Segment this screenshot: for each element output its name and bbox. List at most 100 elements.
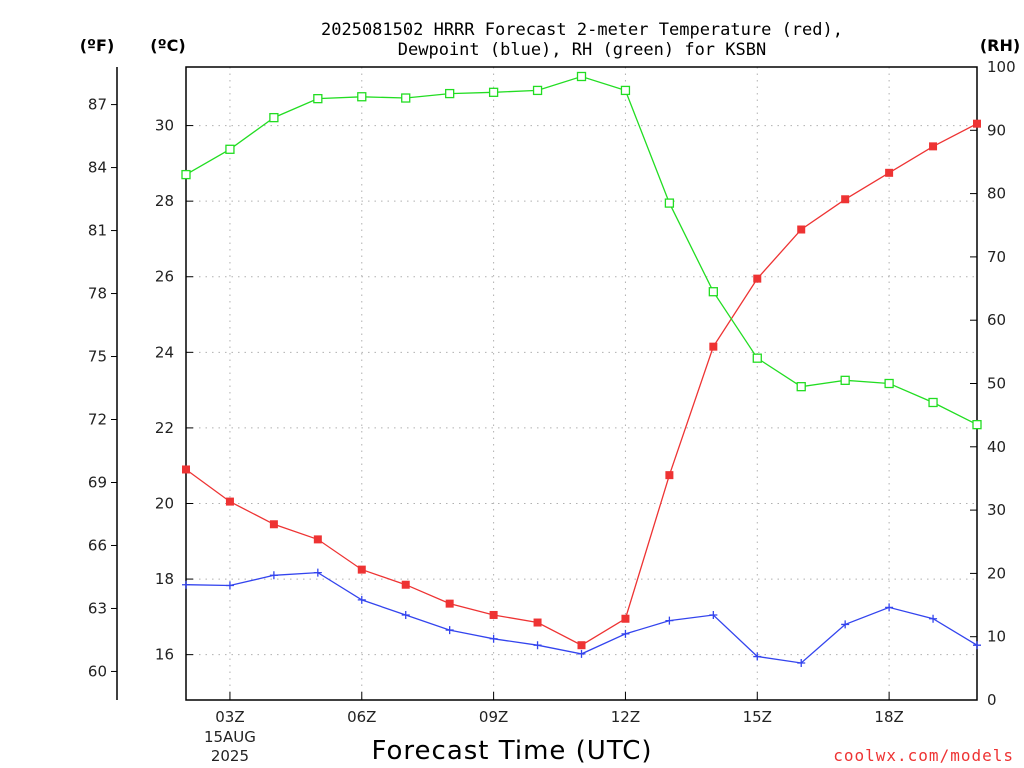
- data-point: [532, 85, 543, 96]
- fahrenheit-tick-label: 72: [88, 411, 107, 429]
- rh-tick-label: 90: [987, 121, 1006, 139]
- data-point: [269, 520, 278, 529]
- celsius-tick-label: 26: [155, 268, 174, 286]
- plot-frame: [185, 66, 978, 701]
- x-tick-label: 12Z: [611, 708, 640, 726]
- fahrenheit-tick-label: 87: [88, 96, 107, 114]
- data-point: [752, 353, 762, 363]
- data-point: [841, 620, 850, 629]
- rh-tick-label: 60: [987, 311, 1006, 329]
- fahrenheit-tick-label: 60: [88, 662, 107, 680]
- data-point: [182, 465, 190, 474]
- x-tick-year-label: 2025: [211, 747, 249, 765]
- rh-tick-label: 80: [987, 185, 1006, 203]
- data-point: [401, 580, 410, 589]
- axes: [111, 66, 978, 701]
- data-point: [533, 641, 542, 650]
- data-point: [181, 169, 191, 180]
- data-point: [797, 225, 806, 234]
- series-2: [181, 71, 982, 430]
- data-point: [620, 85, 631, 96]
- x-axis-label: Forecast Time (UTC): [371, 736, 652, 766]
- series-line: [185, 123, 978, 646]
- rh-tick-label: 0: [987, 691, 997, 709]
- series-line: [185, 571, 978, 664]
- data-point: [445, 599, 454, 608]
- data-point: [797, 658, 806, 667]
- data-point: [225, 497, 234, 506]
- data-point: [269, 571, 278, 580]
- x-tick-label: 09Z: [479, 708, 508, 726]
- tick-labels: 16 18 20 22 24 26 28 30 60 63 66 69 72 75 78 81 84 87 0 10 2…: [88, 58, 1016, 765]
- celsius-unit-label: (ºC): [150, 36, 185, 55]
- data-point: [576, 71, 587, 82]
- data-point: [357, 595, 366, 604]
- data-point: [313, 568, 322, 577]
- celsius-tick-label: 20: [155, 494, 174, 512]
- x-tick-label: 18Z: [874, 708, 903, 726]
- data-point: [621, 614, 630, 623]
- rh-tick-label: 40: [987, 438, 1006, 456]
- data-point: [401, 93, 411, 103]
- celsius-tick-label: 30: [155, 117, 174, 135]
- data-point: [489, 610, 498, 619]
- data-point: [357, 565, 366, 574]
- data-point: [665, 471, 674, 480]
- data-point: [533, 618, 542, 627]
- fahrenheit-tick-label: 66: [88, 536, 107, 554]
- data-point: [841, 195, 850, 204]
- series-line: [185, 75, 978, 426]
- data-point: [885, 168, 894, 177]
- rh-tick-label: 50: [987, 375, 1006, 393]
- rh-tick-label: 100: [987, 58, 1016, 76]
- data-point: [929, 142, 938, 151]
- data-point: [973, 641, 981, 650]
- celsius-tick-label: 28: [155, 192, 174, 210]
- data-point: [313, 535, 322, 544]
- data-point: [664, 198, 675, 208]
- data-point: [445, 88, 455, 99]
- data-point: [577, 649, 586, 658]
- fahrenheit-tick-label: 75: [88, 348, 107, 366]
- rh-tick-label: 30: [987, 501, 1006, 519]
- x-tick-label: 03Z: [215, 708, 244, 726]
- chart-title-line2: Dewpoint (blue), RH (green) for KSBN: [398, 40, 766, 60]
- data-point: [665, 616, 674, 625]
- rh-unit-label: (RH): [980, 36, 1020, 55]
- data-point: [182, 580, 190, 589]
- data-point: [928, 397, 938, 408]
- x-tick-label: 06Z: [347, 708, 376, 726]
- data-point: [445, 626, 454, 635]
- credit-text: coolwx.com/models: [833, 746, 1014, 765]
- data-point: [357, 92, 367, 102]
- data-point: [709, 610, 718, 619]
- data-point: [972, 419, 982, 430]
- gridlines: [186, 67, 977, 700]
- data-point: [709, 342, 718, 351]
- celsius-tick-label: 22: [155, 419, 174, 437]
- fahrenheit-tick-label: 69: [88, 473, 107, 491]
- data-point: [753, 652, 762, 661]
- rh-tick-label: 20: [987, 564, 1006, 582]
- x-tick-label: 15Z: [743, 708, 772, 726]
- data-point: [225, 144, 235, 154]
- rh-tick-label: 70: [987, 248, 1006, 266]
- data-point: [708, 287, 718, 297]
- x-tick-date-label: 15AUG: [204, 728, 256, 746]
- data-point: [884, 378, 894, 389]
- series-0: [182, 119, 981, 650]
- data-point: [753, 274, 762, 283]
- data-point: [621, 629, 630, 638]
- fahrenheit-tick-label: 81: [88, 222, 107, 240]
- data-point: [840, 375, 850, 385]
- celsius-tick-label: 16: [155, 646, 174, 664]
- fahrenheit-tick-label: 78: [88, 285, 107, 303]
- data-point: [973, 119, 981, 128]
- data-point: [313, 94, 323, 104]
- data-point: [225, 581, 234, 590]
- data-series: [181, 71, 982, 667]
- data-point: [885, 603, 894, 612]
- data-point: [577, 641, 586, 650]
- fahrenheit-tick-label: 63: [88, 599, 107, 617]
- data-point: [488, 87, 499, 97]
